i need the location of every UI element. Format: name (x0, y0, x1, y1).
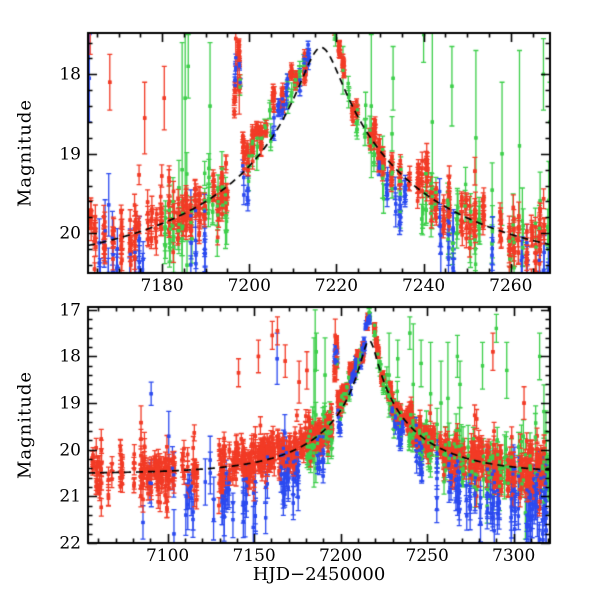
x-tick-label-top: 7200 (227, 276, 271, 296)
x-tick-label-bottom: 7200 (318, 546, 363, 566)
x-tick-label-bottom: 7100 (145, 546, 190, 566)
y-tick-label-bottom: 22 (59, 533, 81, 554)
x-tick-label-bottom: 7300 (492, 546, 536, 566)
y-tick-label-bottom: 21 (59, 486, 81, 507)
y-axis-label-bottom: Magnitude (14, 370, 36, 480)
y-tick-label-bottom: 17 (59, 300, 81, 321)
y-tick-label-top: 20 (59, 223, 81, 244)
x-tick-label-top: 7260 (489, 276, 533, 296)
y-tick-label-top: 18 (59, 64, 81, 85)
x-tick-label-bottom: 7250 (405, 546, 449, 566)
y-tick-label-top: 19 (59, 144, 81, 165)
y-tick-label-bottom: 18 (59, 346, 81, 367)
y-tick-label-bottom: 20 (59, 440, 81, 461)
x-tick-label-top: 7220 (314, 276, 359, 296)
x-tick-label-bottom: 7150 (232, 546, 276, 566)
x-tick-label-top: 7240 (401, 276, 446, 296)
x-axis-label: HJD−2450000 (252, 564, 386, 585)
x-tick-label-top: 7180 (140, 276, 184, 296)
y-tick-label-bottom: 19 (59, 393, 81, 414)
y-axis-label-top: Magnitude (14, 98, 36, 208)
